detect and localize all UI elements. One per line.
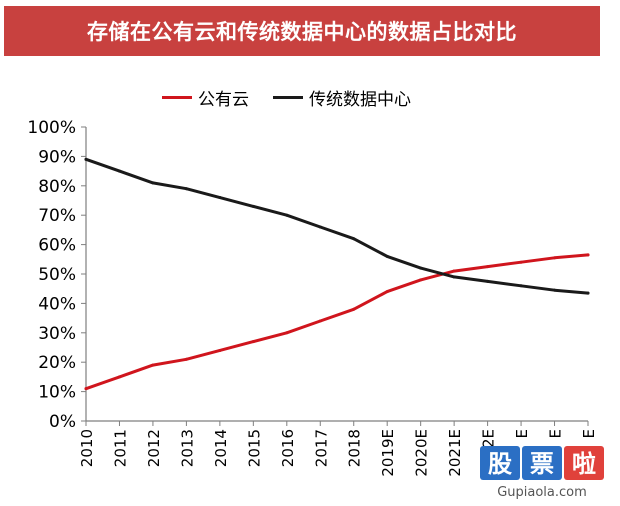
legend-item-traditional: 传统数据中心: [273, 85, 411, 110]
y-tick-label: 10%: [38, 383, 76, 403]
legend-item-public-cloud: 公有云: [162, 85, 249, 110]
watermark-char-1: 股: [488, 450, 512, 478]
point-traditional: [218, 196, 222, 200]
y-tick-label: 100%: [27, 118, 76, 138]
point-public-cloud: [218, 348, 222, 352]
point-public-cloud: [553, 256, 557, 260]
x-tick-label: 2016: [279, 429, 297, 467]
x-tick-label: E: [547, 429, 565, 438]
point-public-cloud: [586, 253, 590, 257]
point-public-cloud: [285, 331, 289, 335]
point-traditional: [486, 279, 490, 283]
y-tick-label: 50%: [38, 265, 76, 285]
watermark-block-3: [564, 446, 604, 480]
legend-label-public-cloud: 公有云: [198, 89, 249, 110]
watermark-logo: 股 票 啦 Gupiaola.com: [480, 446, 604, 500]
legend-swatch-traditional: [273, 95, 303, 99]
x-tick-label: 2013: [178, 429, 196, 467]
point-public-cloud: [184, 357, 188, 361]
point-public-cloud: [385, 290, 389, 294]
point-public-cloud: [318, 319, 322, 323]
y-tick-label: 30%: [38, 324, 76, 344]
x-tick-label: 2020E: [413, 429, 431, 477]
x-tick-label: 2014: [212, 429, 230, 467]
point-traditional: [251, 204, 255, 208]
point-traditional: [151, 181, 155, 185]
x-tick-label: 2015: [245, 429, 263, 467]
watermark-char-2: 票: [530, 450, 554, 478]
point-traditional: [84, 157, 88, 161]
legend-label-traditional: 传统数据中心: [309, 89, 411, 110]
x-tick-label: E: [513, 429, 531, 438]
y-tick-label: 80%: [38, 177, 76, 197]
series-line-public-cloud: [84, 253, 590, 391]
x-tick-label: 2011: [111, 429, 129, 467]
point-traditional: [385, 254, 389, 258]
title-banner: 存储在公有云和传统数据中心的数据占比对比: [4, 6, 600, 56]
point-traditional: [419, 266, 423, 270]
watermark-domain: Gupiaola.com: [497, 485, 587, 500]
point-public-cloud: [117, 375, 121, 379]
point-public-cloud: [519, 260, 523, 264]
point-public-cloud: [419, 278, 423, 282]
point-public-cloud: [352, 307, 356, 311]
x-tick-label: E: [580, 429, 598, 438]
point-public-cloud: [251, 340, 255, 344]
watermark: 股 票 啦 Gupiaola.com: [478, 444, 608, 500]
point-public-cloud: [486, 265, 490, 269]
point-traditional: [184, 187, 188, 191]
y-tick-label: 20%: [38, 353, 76, 373]
y-tick-label: 60%: [38, 236, 76, 256]
x-tick-label: 2021E: [446, 429, 464, 477]
point-traditional: [352, 237, 356, 241]
legend-swatch-public-cloud: [162, 95, 192, 99]
point-traditional: [519, 284, 523, 288]
point-public-cloud: [84, 387, 88, 391]
y-tick-label: 40%: [38, 294, 76, 314]
point-public-cloud: [151, 363, 155, 367]
watermark-block-2: [522, 446, 562, 480]
y-tick-label: 0%: [49, 412, 76, 432]
y-tick-label: 90%: [38, 147, 76, 167]
chart-axes: 0% 10% 20% 30% 40% 50% 60% 70% 80% 90% 100% 2010 201…: [27, 118, 598, 477]
point-traditional: [586, 291, 590, 295]
point-traditional: [117, 169, 121, 173]
x-tick-label: 2012: [145, 429, 163, 467]
x-tick-label: 2017: [312, 429, 330, 467]
point-traditional: [285, 213, 289, 217]
point-public-cloud: [452, 269, 456, 273]
x-tick-label: 2010: [78, 429, 96, 467]
x-tick-label: 2019E: [379, 429, 397, 477]
x-tick-label: 2018: [346, 429, 364, 467]
legend: 公有云 传统数据中心: [162, 84, 435, 110]
chart-series: [84, 157, 590, 391]
series-line-traditional: [84, 157, 590, 295]
watermark-block-1: [480, 446, 520, 480]
chart-title: 存储在公有云和传统数据中心的数据占比对比: [87, 20, 517, 44]
y-tick-label: 70%: [38, 206, 76, 226]
watermark-char-3: 啦: [572, 450, 596, 478]
point-traditional: [553, 288, 557, 292]
point-traditional: [452, 275, 456, 279]
point-traditional: [318, 225, 322, 229]
